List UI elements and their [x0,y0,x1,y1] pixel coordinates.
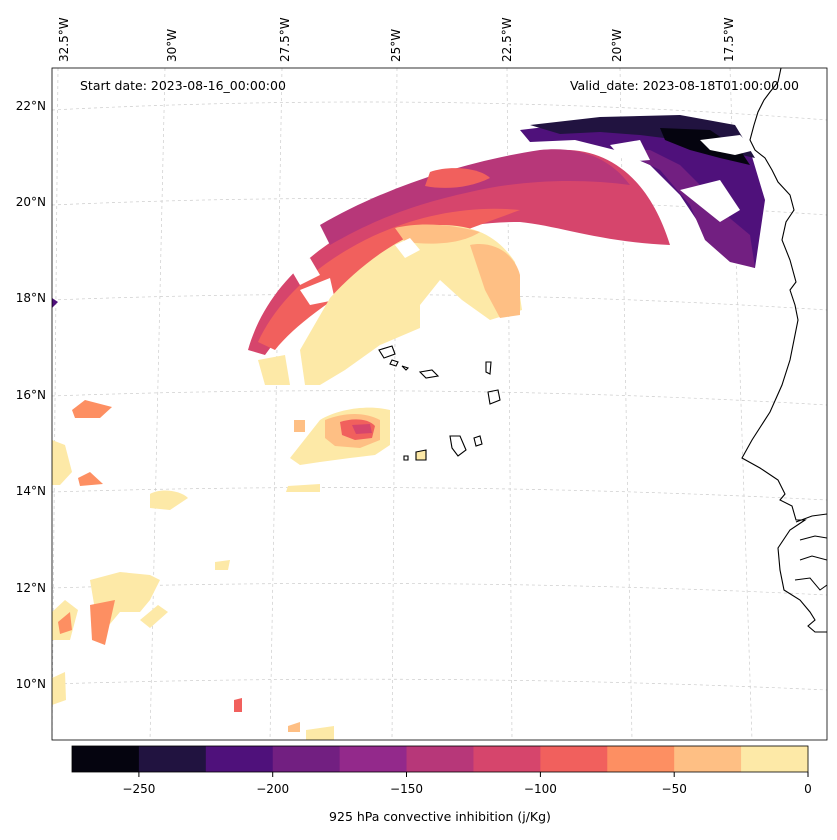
colorbar-segment [138,746,207,772]
valid-date-label: Valid_date: 2023-08-18T01:00:00.00 [570,78,799,93]
lon-label-20w: 20°W [610,29,624,62]
colorbar-tick-label: −50 [662,782,687,796]
africa-coastline-detail [794,513,827,591]
colorbar-segment [473,746,541,772]
colorbar-segment [741,746,809,772]
colorbar: −250 −200 −150 −100 −50 0 925 hPa convec… [71,745,812,824]
cape-verde-islands [378,345,501,461]
lat-axis-labels: 22°N 20°N 18°N 16°N 14°N 12°N 10°N [16,99,46,691]
lon-axis-labels: 32.5°W 30°W 27.5°W 25°W 22.5°W 20°W 17.5… [57,17,736,62]
colorbar-tick-label: −250 [122,782,155,796]
lon-label-22-5w: 22.5°W [500,17,514,62]
lat-label-10n: 10°N [16,677,46,691]
lat-label-22n: 22°N [16,99,46,113]
lon-label-32-5w: 32.5°W [57,17,71,62]
colorbar-label: 925 hPa convective inhibition (j/Kg) [329,809,551,824]
cin-small-patches [52,298,390,740]
colorbar-segments [72,746,809,772]
colorbar-tick-label: −200 [256,782,289,796]
colorbar-segment [205,746,274,772]
colorbar-segment [72,746,140,772]
lat-label-12n: 12°N [16,581,46,595]
lon-label-25w: 25°W [389,29,403,62]
lat-label-20n: 20°N [16,195,46,209]
colorbar-segment [406,746,474,772]
colorbar-tick-label: −150 [390,782,423,796]
cin-interior-patch [258,224,522,385]
africa-coastline [741,68,827,633]
colorbar-ticks: −250 −200 −150 −100 −50 0 [122,772,812,796]
lat-label-14n: 14°N [16,484,46,498]
colorbar-segment [607,746,675,772]
cin-arc-band [248,115,765,355]
gridlines [52,68,827,740]
lat-label-16n: 16°N [16,388,46,402]
map-frame [51,67,828,741]
colorbar-tick-label: 0 [804,782,812,796]
start-date-label: Start date: 2023-08-16_00:00:00 [80,78,286,93]
colorbar-tick-label: −100 [524,782,557,796]
lat-label-18n: 18°N [16,291,46,305]
colorbar-frame [71,745,809,773]
colorbar-segment [272,746,341,772]
colorbar-segment [339,746,408,772]
lon-label-30w: 30°W [165,29,179,62]
colorbar-segment [540,746,608,772]
colorbar-segment [674,746,742,772]
lon-label-17-5w: 17.5°W [722,17,736,62]
lon-label-27-5w: 27.5°W [278,17,292,62]
